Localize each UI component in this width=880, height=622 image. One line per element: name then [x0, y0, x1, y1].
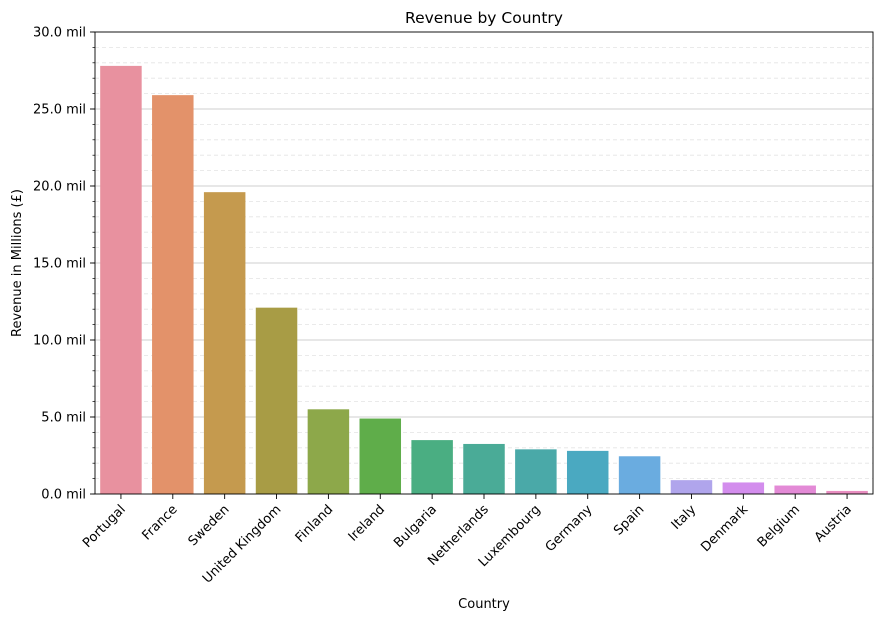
y-tick-label: 5.0 mil	[41, 411, 86, 426]
y-tick-label: 15.0 mil	[33, 257, 86, 272]
y-tick-label: 10.0 mil	[33, 334, 86, 349]
x-tick-label: Austria	[812, 502, 855, 545]
x-tick-label: Sweden	[186, 502, 233, 549]
y-axis-label: Revenue in Millions (£)	[10, 189, 25, 337]
bar-austria	[826, 490, 868, 494]
bar-portugal	[100, 65, 142, 494]
bar-ireland	[359, 418, 402, 494]
x-tick-label: Belgium	[755, 502, 803, 550]
bar-sweden	[203, 192, 246, 494]
y-tick-label: 20.0 mil	[33, 180, 86, 195]
bar-united-kingdom	[255, 307, 298, 494]
x-tick-label: Italy	[669, 502, 700, 533]
bar-france	[152, 95, 194, 494]
y-tick-label: 30.0 mil	[33, 26, 86, 41]
x-tick-label: Denmark	[698, 502, 751, 555]
x-tick-label: Ireland	[346, 502, 388, 544]
bar-italy	[670, 480, 713, 494]
x-tick-label: Spain	[611, 502, 647, 538]
bar-germany	[566, 450, 609, 494]
bars	[100, 65, 868, 494]
bar-belgium	[774, 485, 816, 494]
bar-netherlands	[463, 443, 505, 494]
x-tick-label: Portugal	[80, 502, 129, 551]
bar-finland	[307, 409, 350, 494]
bar-denmark	[722, 482, 765, 494]
y-tick-label: 25.0 mil	[33, 103, 86, 118]
x-tick-label: France	[139, 502, 180, 543]
x-tick-label: Bulgaria	[391, 502, 440, 551]
x-tick-label: Finland	[293, 502, 336, 545]
y-tick-label: 0.0 mil	[41, 488, 86, 503]
x-axis-label: Country	[458, 597, 510, 612]
x-tick-label: Germany	[543, 502, 596, 555]
chart-title: Revenue by Country	[405, 9, 563, 27]
bar-luxembourg	[515, 449, 557, 494]
bar-spain	[618, 456, 661, 494]
bar-bulgaria	[411, 440, 453, 494]
